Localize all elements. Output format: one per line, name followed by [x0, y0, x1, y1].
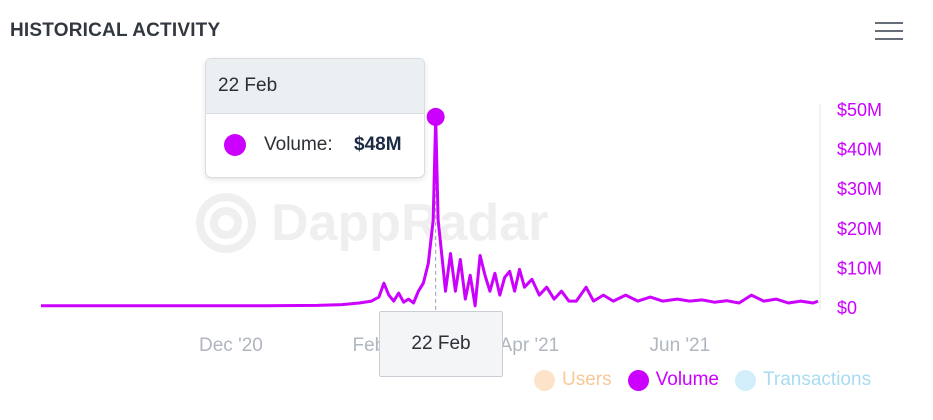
- highlight-point[interactable]: [426, 107, 445, 126]
- tooltip-series-value: $48M: [354, 134, 402, 155]
- x-tick-label: Jun '21: [650, 335, 711, 356]
- tooltip-body: Volume: $48M: [206, 114, 424, 177]
- legend-item-volume[interactable]: Volume: [627, 369, 719, 391]
- legend: Users Volume Transactions: [534, 367, 871, 393]
- hamburger-menu-icon[interactable]: [875, 22, 903, 40]
- crosshair-date-label: 22 Feb: [379, 311, 503, 377]
- tooltip-series-label: Volume:: [264, 134, 333, 155]
- y-tick-label: $20M: [837, 219, 882, 239]
- y-tick-label: $0: [837, 298, 857, 318]
- y-axis: $0 $10M $20M $30M $40M $50M: [819, 100, 882, 318]
- legend-dot-users: [534, 369, 555, 391]
- tooltip: 22 Feb Volume: $48M: [205, 58, 425, 178]
- volume-series-line[interactable]: [41, 115, 819, 308]
- legend-item-transactions[interactable]: Transactions: [735, 369, 871, 391]
- tooltip-series-dot: [224, 134, 246, 156]
- legend-item-users[interactable]: Users: [534, 369, 612, 391]
- legend-label-volume: Volume: [655, 369, 719, 390]
- tooltip-date: 22 Feb: [206, 59, 424, 114]
- x-tick-label: Dec '20: [199, 335, 263, 356]
- legend-label-transactions: Transactions: [763, 369, 872, 390]
- dappradar-watermark: DappRadar: [193, 190, 548, 256]
- y-tick-label: $40M: [837, 140, 882, 160]
- y-tick-label: $30M: [837, 179, 882, 199]
- x-tick-label: Apr '21: [500, 335, 560, 356]
- legend-dot-transactions: [735, 369, 756, 391]
- legend-dot-volume: [627, 369, 649, 391]
- chart-title: HISTORICAL ACTIVITY: [10, 20, 221, 41]
- legend-label-users: Users: [562, 369, 612, 390]
- y-tick-label: $50M: [837, 100, 882, 120]
- dappradar-logo-icon: [196, 193, 256, 253]
- y-tick-label: $10M: [837, 258, 882, 278]
- watermark-text: DappRadar: [271, 194, 549, 252]
